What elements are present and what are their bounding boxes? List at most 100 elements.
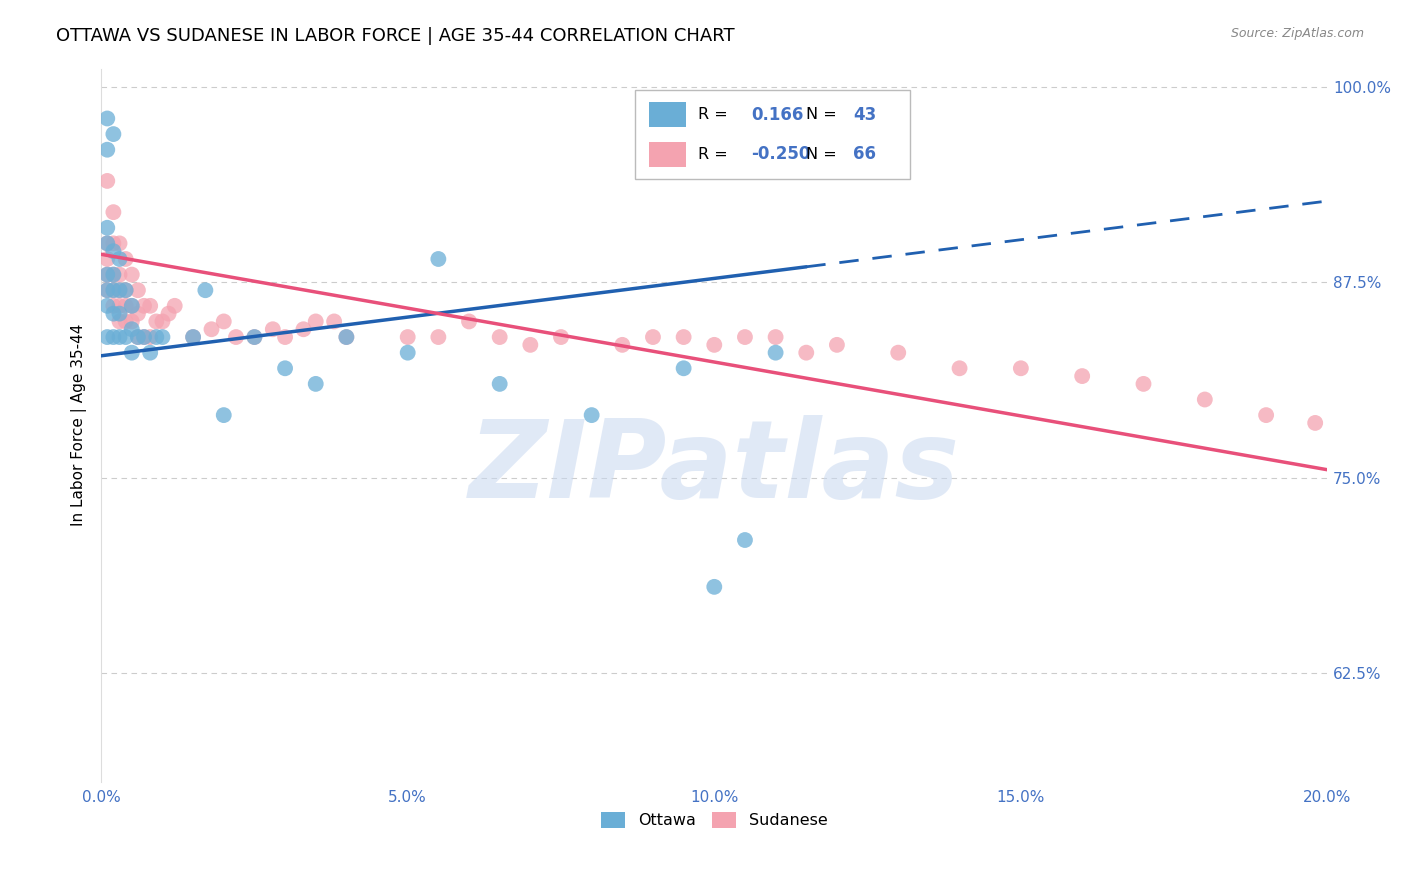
Point	[335, 330, 357, 344]
Point	[114, 330, 136, 344]
Point	[488, 330, 510, 344]
FancyBboxPatch shape	[650, 142, 686, 167]
Point	[96, 220, 118, 235]
Point	[550, 330, 572, 344]
Point	[103, 283, 125, 297]
Point	[212, 408, 235, 422]
Point	[108, 252, 131, 266]
Text: N =: N =	[806, 107, 837, 122]
Point	[274, 330, 297, 344]
Point	[96, 112, 118, 126]
Point	[132, 330, 155, 344]
Text: OTTAWA VS SUDANESE IN LABOR FORCE | AGE 35-44 CORRELATION CHART: OTTAWA VS SUDANESE IN LABOR FORCE | AGE …	[56, 27, 735, 45]
Point	[108, 236, 131, 251]
Point	[108, 268, 131, 282]
Point	[152, 330, 174, 344]
Text: R =: R =	[699, 146, 728, 161]
Point	[145, 330, 167, 344]
Text: -0.250: -0.250	[751, 145, 810, 163]
Point	[243, 330, 266, 344]
Point	[152, 314, 174, 328]
FancyBboxPatch shape	[634, 90, 911, 179]
Point	[114, 299, 136, 313]
Point	[103, 330, 125, 344]
Point	[163, 299, 186, 313]
Point	[305, 376, 328, 391]
Point	[396, 345, 419, 359]
Point	[114, 314, 136, 328]
Point	[121, 345, 143, 359]
Point	[181, 330, 204, 344]
Point	[672, 361, 695, 376]
Point	[1194, 392, 1216, 407]
Point	[108, 299, 131, 313]
Point	[103, 299, 125, 313]
Point	[108, 330, 131, 344]
Point	[396, 330, 419, 344]
Point	[703, 580, 725, 594]
Text: R =: R =	[699, 107, 728, 122]
Point	[96, 236, 118, 251]
Point	[114, 283, 136, 297]
Point	[103, 205, 125, 219]
Point	[458, 314, 481, 328]
Text: 0.166: 0.166	[751, 106, 803, 124]
Point	[103, 283, 125, 297]
Point	[181, 330, 204, 344]
Point	[103, 127, 125, 141]
Point	[114, 252, 136, 266]
Point	[243, 330, 266, 344]
Point	[519, 338, 541, 352]
Point	[139, 330, 162, 344]
Point	[121, 299, 143, 313]
Point	[132, 330, 155, 344]
Point	[323, 314, 346, 328]
Point	[121, 299, 143, 313]
Point	[127, 283, 149, 297]
Point	[581, 408, 603, 422]
Point	[200, 322, 222, 336]
Point	[96, 236, 118, 251]
Point	[765, 345, 787, 359]
Point	[734, 533, 756, 547]
Point	[103, 236, 125, 251]
Point	[96, 143, 118, 157]
FancyBboxPatch shape	[650, 103, 686, 128]
Point	[145, 314, 167, 328]
Point	[225, 330, 247, 344]
Text: 43: 43	[853, 106, 876, 124]
Point	[825, 338, 848, 352]
Point	[114, 283, 136, 297]
Point	[734, 330, 756, 344]
Point	[1071, 369, 1094, 384]
Point	[672, 330, 695, 344]
Point	[765, 330, 787, 344]
Text: 66: 66	[853, 145, 876, 163]
Point	[121, 314, 143, 328]
Point	[948, 361, 970, 376]
Point	[427, 330, 450, 344]
Point	[103, 307, 125, 321]
Point	[139, 345, 162, 359]
Point	[1303, 416, 1326, 430]
Point	[108, 283, 131, 297]
Point	[96, 283, 118, 297]
Point	[194, 283, 217, 297]
Point	[108, 307, 131, 321]
Point	[96, 268, 118, 282]
Point	[292, 322, 315, 336]
Point	[427, 252, 450, 266]
Point	[96, 299, 118, 313]
Point	[641, 330, 664, 344]
Point	[794, 345, 817, 359]
Point	[96, 252, 118, 266]
Point	[132, 299, 155, 313]
Point	[103, 244, 125, 259]
Point	[121, 322, 143, 336]
Point	[96, 268, 118, 282]
Text: Source: ZipAtlas.com: Source: ZipAtlas.com	[1230, 27, 1364, 40]
Point	[1256, 408, 1278, 422]
Point	[96, 283, 118, 297]
Point	[305, 314, 328, 328]
Point	[612, 338, 634, 352]
